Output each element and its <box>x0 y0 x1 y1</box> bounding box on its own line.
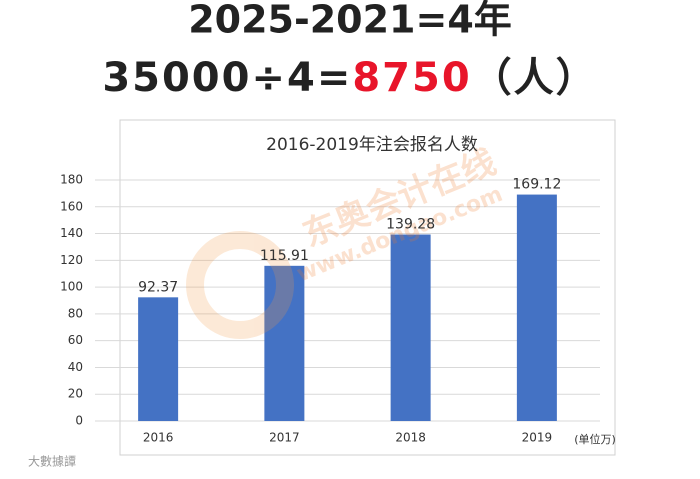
y-tick-label: 60 <box>68 333 83 347</box>
y-tick-label: 180 <box>60 173 83 187</box>
y-tick-label: 0 <box>75 414 83 428</box>
y-tick-label: 140 <box>60 226 83 240</box>
unit-note: (单位万) <box>574 432 616 446</box>
y-tick-label: 100 <box>60 280 83 294</box>
bar <box>264 265 305 421</box>
line2-highlight: 8750 <box>352 55 471 101</box>
chart-title: 2016-2019年注会报名人数 <box>266 135 478 155</box>
bar <box>138 297 179 421</box>
line2-prefix: 35000÷4= <box>102 55 352 101</box>
value-label: 139.28 <box>386 217 435 233</box>
x-tick-label: 2018 <box>395 431 426 445</box>
y-tick-label: 160 <box>60 199 83 213</box>
line2-suffix: （人） <box>472 55 598 101</box>
bar <box>390 234 431 421</box>
bar <box>516 194 557 421</box>
x-tick-label: 2016 <box>143 431 174 445</box>
y-tick-label: 40 <box>68 360 83 374</box>
value-label: 169.12 <box>512 177 561 193</box>
value-label: 115.91 <box>260 248 309 264</box>
header-line2: 35000÷4=8750（人） <box>102 55 597 101</box>
y-tick-label: 20 <box>68 387 83 401</box>
value-label: 92.37 <box>138 279 178 295</box>
x-tick-label: 2019 <box>522 431 553 445</box>
x-tick-label: 2017 <box>269 431 300 445</box>
footer-mark: 大數據譚 <box>28 454 76 469</box>
watermark-logo <box>186 231 294 339</box>
header-line1: 2025-2021=4年 <box>188 0 512 42</box>
y-tick-label: 80 <box>68 306 83 320</box>
y-tick-label: 120 <box>60 253 83 267</box>
